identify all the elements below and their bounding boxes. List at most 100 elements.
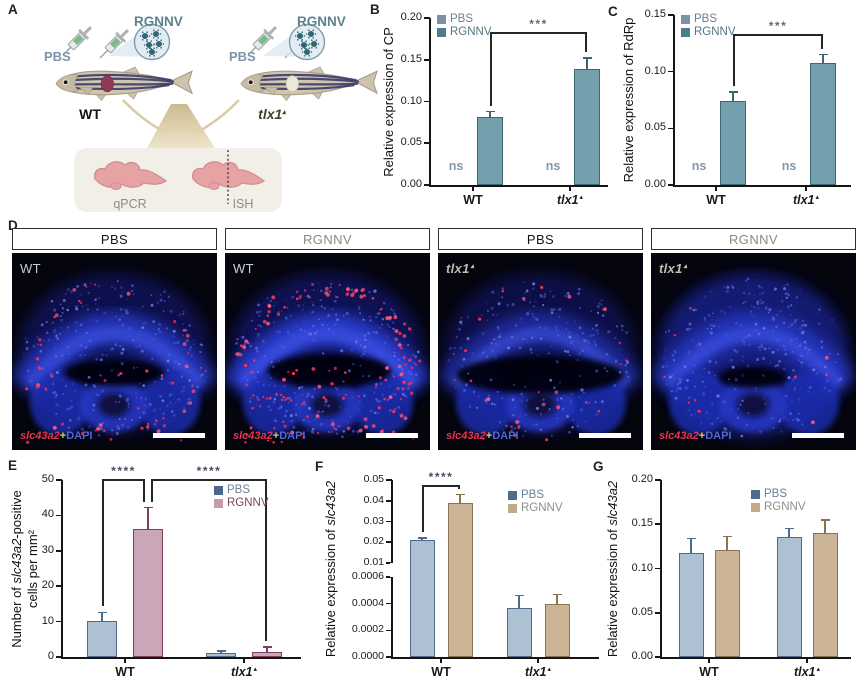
nucleus-dot: [161, 399, 165, 403]
nucleus-dot: [666, 383, 668, 386]
nucleus-dot: [742, 355, 744, 358]
bracket-line: [733, 34, 823, 36]
funnel-line-right: [195, 99, 240, 135]
virus-particle: [156, 41, 162, 47]
nucleus-dot: [292, 334, 295, 337]
central-core: [524, 393, 556, 417]
nucleus-dot: [269, 408, 272, 412]
nucleus-dot: [394, 347, 396, 350]
nucleus-dot: [756, 300, 759, 304]
nucleus-dot: [591, 327, 595, 330]
slc43a2-signal-dot: [39, 343, 42, 346]
label-segment: ▴: [579, 194, 584, 201]
nucleus-dot: [597, 311, 600, 314]
virus-spike: [298, 44, 301, 46]
nucleus-dot: [200, 343, 203, 347]
nucleus-dot: [141, 305, 144, 308]
virus-spike: [304, 47, 306, 49]
nucleus-dot: [25, 340, 29, 344]
nucleus-dot: [498, 335, 502, 339]
nucleus-dot: [359, 344, 362, 347]
nucleus-dot: [366, 399, 368, 402]
nucleus-dot: [294, 396, 297, 399]
nucleus-dot: [345, 407, 348, 410]
legend-label: RGNNV: [521, 502, 563, 514]
nucleus-dot: [742, 302, 745, 305]
ns-label: ns: [781, 159, 797, 173]
nucleus-dot: [71, 382, 75, 386]
virus-spike: [149, 55, 151, 57]
nucleus-dot: [507, 346, 511, 350]
nucleus-dot: [744, 427, 747, 429]
nucleus-dot: [671, 353, 675, 357]
nucleus-dot: [795, 337, 798, 341]
nucleus-dot: [774, 286, 777, 289]
nucleus-dot: [166, 359, 170, 363]
virus-spike: [301, 31, 304, 33]
slc43a2-signal-dot: [358, 428, 363, 433]
nucleus-dot: [364, 338, 367, 342]
nucleus-dot: [327, 404, 331, 408]
nucleus-dot: [362, 375, 365, 377]
bar-pbs: [87, 620, 117, 657]
nucleus-dot: [760, 286, 763, 289]
y-axis-label: Number of slc43a2-positive cells per mm²: [9, 490, 42, 648]
slc43a2-signal-dot: [394, 337, 397, 341]
nucleus-dot: [364, 345, 367, 348]
slc43a2-signal-dot: [38, 338, 42, 342]
label-segment: Relative expression of: [322, 525, 338, 657]
x-tick-mark: [708, 658, 710, 664]
error-bar-cap: [722, 535, 732, 538]
nucleus-dot: [686, 379, 689, 382]
nucleus-dot: [768, 347, 772, 350]
virus-spike: [146, 39, 148, 41]
nucleus-dot: [672, 359, 676, 362]
slc43a2-signal-dot: [182, 386, 185, 389]
nucleus-dot: [54, 347, 57, 350]
nucleus-dot: [553, 308, 556, 311]
bar-rgnnv: [544, 603, 570, 657]
nucleus-dot: [783, 284, 786, 286]
nucleus-dot: [704, 352, 707, 355]
nucleus-dot: [532, 315, 536, 319]
virus-spike: [315, 39, 318, 41]
nucleus-dot: [306, 395, 308, 398]
slc43a2-signal-dot: [85, 285, 88, 288]
nucleus-dot: [739, 403, 742, 406]
tlx1-zebrafish: [240, 66, 378, 102]
nucleus-dot: [618, 371, 622, 374]
nucleus-dot: [577, 292, 581, 296]
virus-spike: [150, 40, 152, 42]
slc43a2-signal-dot: [400, 346, 403, 350]
y-tick-label: 0.05: [400, 136, 422, 149]
nucleus-dot: [812, 368, 816, 372]
virus-spike: [146, 51, 149, 53]
nucleus-dot: [510, 335, 514, 339]
nucleus-dot: [731, 285, 733, 288]
label-segment: slc43a2: [604, 480, 620, 526]
nucleus-dot: [393, 351, 396, 354]
nucleus-dot: [689, 327, 692, 330]
nucleus-dot: [603, 367, 606, 369]
nucleus-dot: [97, 285, 101, 288]
plus-sign: +: [485, 430, 493, 442]
legend-row: RGNNV: [437, 26, 492, 39]
slc43a2-signal-dot: [35, 357, 40, 361]
nucleus-dot: [804, 340, 807, 343]
y-axis-label: Relative expression of slc43a2: [323, 480, 339, 656]
slc43a2-signal-dot: [238, 352, 243, 357]
nucleus-dot: [815, 372, 818, 375]
label-segment: ▴: [815, 194, 820, 201]
y-tick-label: 0.20: [400, 11, 422, 23]
nucleus-dot: [124, 309, 128, 312]
nucleus-dot: [249, 344, 252, 348]
legend-swatch: [751, 503, 760, 512]
nucleus-dot: [534, 300, 537, 303]
nucleus-dot: [536, 354, 539, 357]
nucleus-dot: [122, 309, 125, 311]
nucleus-dot: [131, 289, 134, 293]
virus-particle: [301, 42, 307, 48]
slc43a2-signal-dot: [385, 316, 390, 320]
nucleus-dot: [53, 331, 56, 334]
y-tick-label: 0.20: [631, 473, 653, 485]
